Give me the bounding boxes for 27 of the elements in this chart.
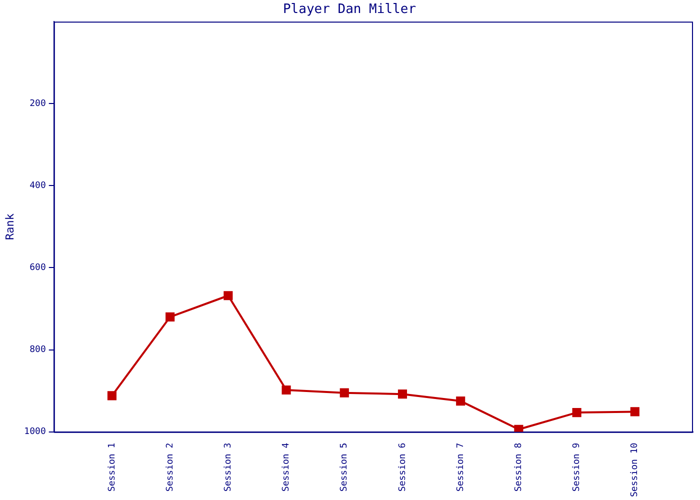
x-tick-label: Session 2 [165, 442, 176, 492]
chart-title: Player Dan Miller [282, 2, 416, 18]
point [107, 391, 117, 400]
x-tick-label: Session 6 [398, 442, 408, 492]
y-axis-title: Rank [3, 213, 16, 240]
point [572, 408, 582, 418]
x-tick-label: Session 7 [456, 442, 466, 492]
x-tick-label: Session 8 [514, 442, 524, 492]
point [282, 385, 291, 395]
x-tick-label: Session 3 [224, 442, 234, 492]
point [630, 407, 640, 416]
x-tick-label: Session 9 [572, 442, 582, 492]
x-tick-label: Session 5 [340, 442, 350, 492]
point [340, 388, 349, 398]
point [398, 390, 408, 399]
y-tick-label: 200 [30, 98, 46, 109]
y-tick-label: 400 [30, 181, 46, 192]
point [456, 396, 466, 406]
point [166, 312, 175, 322]
y-tick-label: 800 [30, 345, 46, 356]
point [224, 291, 233, 300]
x-tick-label: Session 1 [107, 442, 118, 492]
x-tick-label: Session 4 [282, 442, 292, 492]
y-tick-label: 600 [30, 263, 46, 274]
y-tick-label: 1000 [24, 427, 46, 438]
point [514, 424, 524, 432]
x-tick-label: Session 10 [630, 442, 640, 498]
